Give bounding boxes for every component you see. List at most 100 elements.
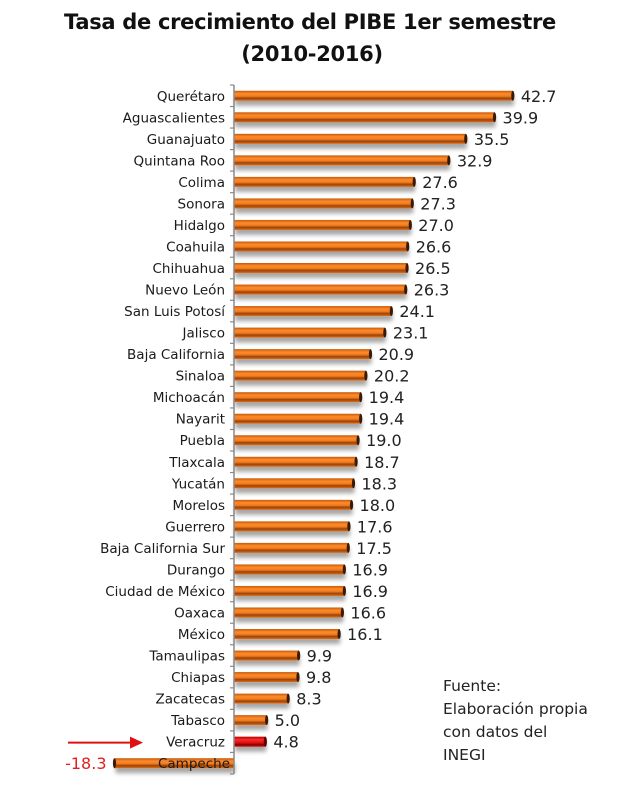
category-label: Sonora bbox=[178, 196, 225, 212]
highlight-arrow-head bbox=[130, 736, 143, 749]
bar bbox=[234, 155, 449, 166]
bar-end-cap bbox=[359, 413, 363, 424]
bar-end-cap bbox=[404, 284, 408, 295]
data-label: 8.3 bbox=[296, 690, 321, 709]
data-label: 20.9 bbox=[378, 345, 414, 364]
data-label: 4.8 bbox=[273, 733, 298, 752]
bar-end-cap bbox=[410, 198, 414, 209]
data-label: 32.9 bbox=[457, 151, 493, 170]
data-label: 16.9 bbox=[352, 582, 388, 601]
category-label: Baja California Sur bbox=[100, 541, 225, 557]
data-label: 35.5 bbox=[474, 130, 510, 149]
data-label: 26.3 bbox=[414, 281, 450, 300]
data-label: 19.0 bbox=[366, 431, 402, 450]
bar bbox=[234, 284, 406, 295]
data-label: -18.3 bbox=[65, 754, 106, 773]
bar-end-cap bbox=[464, 133, 468, 144]
category-label: Colima bbox=[178, 175, 225, 191]
category-label: Yucatán bbox=[171, 476, 225, 492]
category-label: Zacatecas bbox=[155, 692, 225, 708]
bar-end-cap bbox=[349, 499, 354, 510]
data-label: 16.1 bbox=[347, 625, 383, 644]
bar-end-cap bbox=[447, 155, 451, 166]
bar bbox=[234, 607, 343, 618]
bar bbox=[234, 499, 352, 510]
category-label: Nuevo León bbox=[145, 283, 225, 299]
source-note: Fuente: Elaboración propia con datos del… bbox=[443, 675, 588, 767]
bar-end-cap bbox=[368, 349, 373, 360]
data-label: 26.6 bbox=[416, 237, 452, 256]
category-label: Coahuila bbox=[166, 239, 225, 255]
data-label: 27.6 bbox=[422, 173, 458, 192]
category-label: Guanajuato bbox=[147, 132, 225, 148]
category-label: Nayarit bbox=[176, 412, 225, 428]
data-label: 16.6 bbox=[350, 603, 386, 622]
bar bbox=[234, 241, 408, 252]
category-label: Chihuahua bbox=[152, 261, 225, 277]
bar bbox=[234, 478, 354, 489]
data-label: 27.3 bbox=[420, 194, 456, 213]
bar-end-cap bbox=[265, 715, 269, 726]
data-label: 18.3 bbox=[361, 474, 397, 493]
category-label: Tlaxcala bbox=[168, 455, 225, 471]
bar-end-cap bbox=[364, 370, 368, 381]
category-label: Guerrero bbox=[165, 519, 225, 535]
data-label: 26.5 bbox=[415, 259, 451, 278]
data-label: 9.8 bbox=[306, 668, 331, 687]
bar bbox=[234, 219, 411, 230]
category-label: Aguascalientes bbox=[123, 110, 225, 126]
category-label: Chiapas bbox=[171, 670, 225, 686]
category-label: Oaxaca bbox=[174, 605, 225, 621]
category-label: Sinaloa bbox=[176, 369, 225, 385]
bar bbox=[234, 521, 349, 532]
bar-end-cap bbox=[408, 219, 412, 230]
bar-end-cap bbox=[405, 263, 409, 274]
bar-end-cap bbox=[296, 672, 300, 683]
bar bbox=[234, 715, 267, 726]
category-label: Veracruz bbox=[166, 735, 225, 751]
bar bbox=[234, 90, 513, 101]
bar-end-cap bbox=[356, 435, 360, 446]
data-label: 5.0 bbox=[275, 711, 300, 730]
bar-end-cap bbox=[354, 456, 358, 467]
bar bbox=[234, 435, 359, 446]
bar-end-cap bbox=[342, 564, 346, 575]
bar bbox=[234, 392, 361, 403]
chart-subtitle: (2010-2016) bbox=[241, 42, 383, 66]
category-label: Baja California bbox=[127, 347, 225, 363]
bar-end-cap bbox=[286, 693, 290, 704]
data-label: 27.0 bbox=[418, 216, 454, 235]
source-line: INEGI bbox=[443, 746, 486, 764]
data-label: 17.5 bbox=[356, 539, 392, 558]
data-label: 39.9 bbox=[503, 108, 539, 127]
category-label: Puebla bbox=[180, 433, 225, 449]
bar bbox=[234, 306, 392, 317]
bar bbox=[234, 650, 299, 661]
data-label: 20.2 bbox=[374, 367, 410, 386]
category-label: Durango bbox=[167, 562, 225, 578]
bar-end-cap bbox=[351, 478, 356, 489]
bar bbox=[234, 629, 340, 640]
category-label: Tamaulipas bbox=[148, 649, 225, 665]
category-label: México bbox=[178, 627, 225, 643]
bar-end-cap bbox=[359, 392, 363, 403]
bar bbox=[234, 112, 495, 123]
bar-end-cap bbox=[406, 241, 410, 252]
category-label: Ciudad de México bbox=[105, 584, 225, 600]
data-label: 17.6 bbox=[357, 517, 393, 536]
bar bbox=[234, 327, 385, 338]
bar-end-cap bbox=[297, 650, 301, 661]
bar-end-cap bbox=[511, 90, 515, 101]
bar bbox=[234, 413, 361, 424]
bar bbox=[234, 370, 366, 381]
bar-end-cap bbox=[112, 758, 117, 769]
category-label: Hidalgo bbox=[174, 218, 225, 234]
bar bbox=[234, 176, 415, 187]
bar bbox=[234, 693, 289, 704]
bar-end-cap bbox=[337, 629, 341, 640]
category-label: Querétaro bbox=[157, 89, 225, 105]
chart-title: Tasa de crecimiento del PIBE 1er semestr… bbox=[64, 10, 556, 34]
data-label: 19.4 bbox=[369, 388, 405, 407]
bar bbox=[234, 564, 345, 575]
